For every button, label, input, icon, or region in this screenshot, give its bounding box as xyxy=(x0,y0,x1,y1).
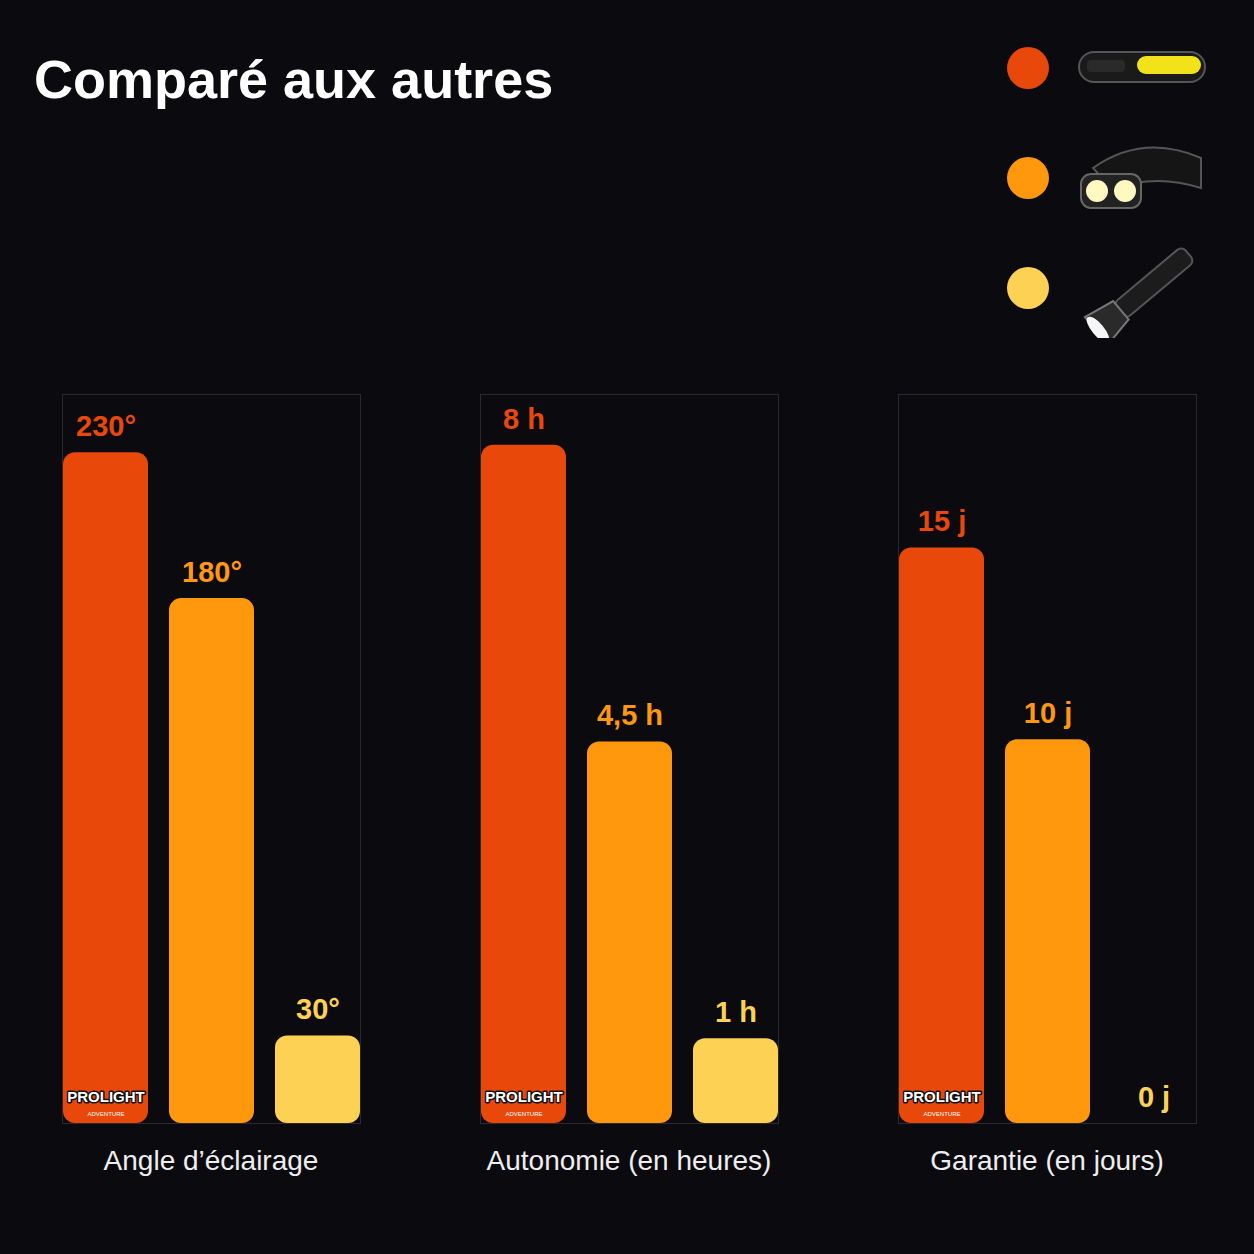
svg-text:PROLIGHT: PROLIGHT xyxy=(903,1088,981,1105)
svg-text:ADVENTURE: ADVENTURE xyxy=(505,1111,542,1117)
svg-text:1 h: 1 h xyxy=(715,996,757,1028)
svg-text:15 j: 15 j xyxy=(918,505,966,537)
svg-text:10 j: 10 j xyxy=(1024,697,1072,729)
svg-text:4,5 h: 4,5 h xyxy=(597,699,663,731)
svg-text:PROLIGHT: PROLIGHT xyxy=(485,1088,563,1105)
svg-text:ADVENTURE: ADVENTURE xyxy=(87,1111,124,1117)
html-text:Autonomie (en heures): Autonomie (en heures) xyxy=(486,1145,772,1176)
svg-text:PROLIGHT: PROLIGHT xyxy=(67,1088,145,1105)
html-text:Garantie (en jours): Garantie (en jours) xyxy=(930,1145,1164,1176)
svg-text:8 h: 8 h xyxy=(503,403,545,435)
svg-text:180°: 180° xyxy=(182,556,242,588)
html-text:Angle d’éclairage: Angle d’éclairage xyxy=(103,1145,319,1176)
svg-text:ADVENTURE: ADVENTURE xyxy=(923,1111,960,1117)
svg-text:30°: 30° xyxy=(296,993,340,1025)
svg-text:230°: 230° xyxy=(76,410,136,442)
html-text:Comparé aux autres: Comparé aux autres xyxy=(34,49,554,109)
svg-text:0 j: 0 j xyxy=(1138,1081,1170,1113)
